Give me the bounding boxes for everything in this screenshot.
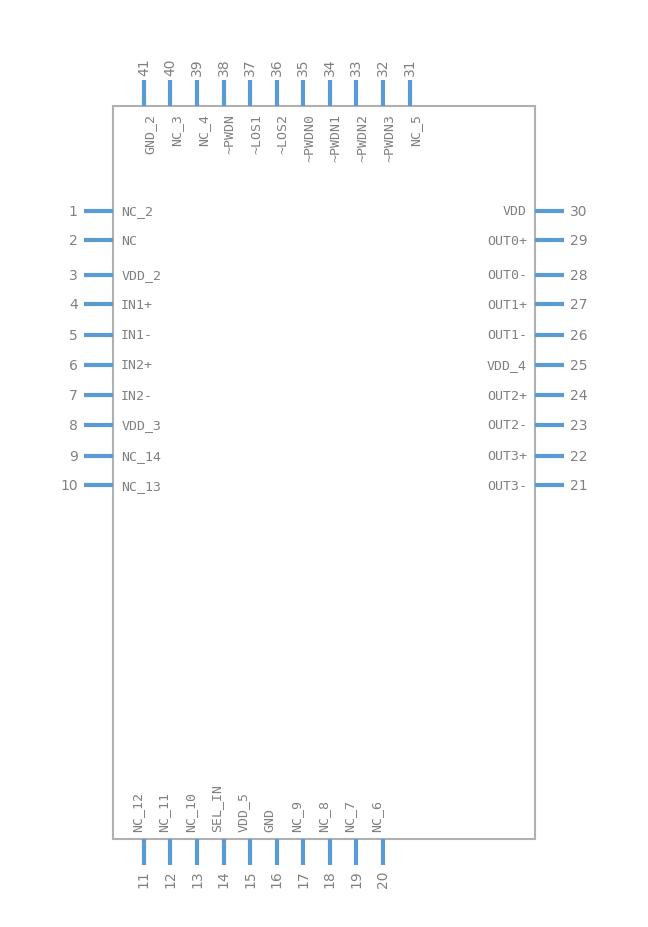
Text: 5: 5 (69, 328, 78, 343)
Text: 18: 18 (323, 870, 337, 887)
Text: NC: NC (121, 235, 137, 248)
Text: 17: 17 (296, 870, 310, 887)
Text: 15: 15 (243, 870, 257, 887)
Text: NC_12: NC_12 (131, 792, 144, 832)
Text: OUT2+: OUT2+ (487, 389, 527, 402)
Text: NC_4: NC_4 (197, 114, 210, 146)
Text: 8: 8 (69, 418, 78, 433)
Text: GND_2: GND_2 (144, 114, 157, 154)
Text: 1: 1 (69, 204, 78, 219)
Text: 19: 19 (349, 870, 364, 887)
Text: 12: 12 (163, 870, 178, 887)
Text: OUT0+: OUT0+ (487, 235, 527, 248)
Text: 24: 24 (570, 388, 588, 403)
Text: OUT3-: OUT3- (487, 479, 527, 492)
Text: NC_7: NC_7 (343, 800, 356, 832)
Text: SEL_IN: SEL_IN (211, 783, 224, 832)
Text: NC_8: NC_8 (317, 800, 330, 832)
Text: 28: 28 (570, 268, 588, 283)
Text: 11: 11 (137, 870, 151, 887)
Text: 35: 35 (296, 58, 310, 76)
Text: VDD_3: VDD_3 (121, 419, 161, 432)
Text: 29: 29 (570, 234, 588, 248)
Text: 31: 31 (402, 58, 417, 76)
Text: 38: 38 (216, 58, 231, 76)
Text: NC_14: NC_14 (121, 450, 161, 463)
Text: ~PWDN: ~PWDN (224, 114, 237, 154)
Text: NC_6: NC_6 (370, 800, 383, 832)
Text: NC_11: NC_11 (157, 792, 170, 832)
Text: 21: 21 (570, 478, 588, 493)
Text: 41: 41 (137, 58, 151, 76)
Text: 23: 23 (570, 418, 588, 433)
Text: ~PWDN3: ~PWDN3 (383, 114, 396, 162)
Text: 20: 20 (376, 870, 390, 887)
Text: 36: 36 (270, 58, 284, 76)
Text: OUT2-: OUT2- (487, 419, 527, 432)
Text: NC_13: NC_13 (121, 479, 161, 492)
Text: 39: 39 (190, 58, 204, 76)
Text: OUT0-: OUT0- (487, 269, 527, 282)
Text: VDD_2: VDD_2 (121, 269, 161, 282)
Text: 6: 6 (69, 358, 78, 373)
Text: 33: 33 (349, 58, 364, 76)
Text: GND: GND (264, 807, 277, 832)
Text: ~PWDN2: ~PWDN2 (356, 114, 369, 162)
Text: IN2+: IN2+ (121, 359, 153, 372)
Text: IN2-: IN2- (121, 389, 153, 402)
Text: NC_10: NC_10 (184, 792, 197, 832)
Text: 7: 7 (69, 388, 78, 403)
Text: 3: 3 (69, 268, 78, 283)
Text: 4: 4 (69, 298, 78, 312)
Bar (113, 107, 535, 839)
Text: OUT3+: OUT3+ (487, 450, 527, 463)
Text: 2: 2 (69, 234, 78, 248)
Text: 34: 34 (323, 58, 337, 76)
Text: 13: 13 (190, 870, 204, 887)
Text: VDD_4: VDD_4 (487, 359, 527, 372)
Text: IN1-: IN1- (121, 329, 153, 342)
Text: 22: 22 (570, 449, 588, 464)
Text: ~PWDN0: ~PWDN0 (303, 114, 316, 162)
Text: NC_5: NC_5 (410, 114, 422, 146)
Text: 32: 32 (376, 58, 390, 76)
Text: 40: 40 (163, 58, 178, 76)
Text: VDD_5: VDD_5 (237, 792, 250, 832)
Text: ~LOS1: ~LOS1 (250, 114, 263, 154)
Text: ~PWDN1: ~PWDN1 (330, 114, 343, 162)
Text: OUT1+: OUT1+ (487, 298, 527, 311)
Text: NC_3: NC_3 (170, 114, 183, 146)
Text: 27: 27 (570, 298, 588, 312)
Text: 30: 30 (570, 204, 588, 219)
Text: ~LOS2: ~LOS2 (277, 114, 290, 154)
Text: IN1+: IN1+ (121, 298, 153, 311)
Text: 14: 14 (216, 870, 231, 887)
Text: 10: 10 (60, 478, 78, 493)
Text: 37: 37 (243, 58, 257, 76)
Text: 26: 26 (570, 328, 588, 343)
Text: 9: 9 (69, 449, 78, 464)
Text: NC_2: NC_2 (121, 205, 153, 218)
Text: 25: 25 (570, 358, 588, 373)
Text: 16: 16 (270, 870, 284, 887)
Text: OUT1-: OUT1- (487, 329, 527, 342)
Text: NC_9: NC_9 (290, 800, 303, 832)
Text: VDD: VDD (503, 205, 527, 218)
